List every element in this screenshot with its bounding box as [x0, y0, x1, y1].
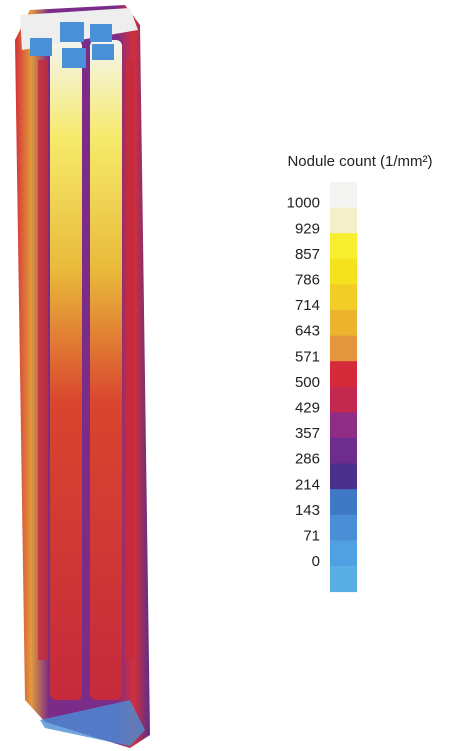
colorbar-label: 1000: [287, 195, 320, 212]
casting-render: [15, 5, 150, 748]
colorbar-segment: [330, 540, 357, 567]
colorbar-segment: [330, 258, 357, 285]
colorbar-label: 643: [295, 323, 320, 340]
colorbar-segment: [330, 438, 357, 465]
colorbar-segment: [330, 489, 357, 516]
casting-tube: [90, 40, 122, 700]
legend-title: Nodule count (1/mm²): [287, 153, 432, 170]
colorbar-segment: [330, 233, 357, 260]
colorbar-label: 500: [295, 374, 320, 391]
colorbar-label: 714: [295, 297, 320, 314]
casting-bottom: [40, 700, 145, 746]
casting-stripe: [126, 60, 134, 660]
casting-block: [90, 24, 112, 42]
colorbar-segment: [330, 514, 357, 541]
colorbar-label: 786: [295, 272, 320, 289]
casting-tube: [50, 40, 82, 700]
colorbar-segment: [330, 566, 357, 593]
colorbar-label: 357: [295, 425, 320, 442]
colorbar-label: 929: [295, 220, 320, 237]
colorbar-label: 143: [295, 502, 320, 519]
colorbar-label: 71: [303, 528, 320, 545]
colorbar-segment: [330, 463, 357, 490]
colorbar-label: 214: [295, 476, 320, 493]
casting-block: [62, 48, 86, 68]
colorbar-label: 429: [295, 400, 320, 417]
colorbar-label: 571: [295, 348, 320, 365]
colorbar-segment: [330, 207, 357, 234]
colorbar-segment: [330, 182, 357, 209]
colorbar-segment: [330, 335, 357, 362]
casting-block: [92, 44, 114, 60]
colorbar-segment: [330, 361, 357, 388]
colorbar-segment: [330, 386, 357, 413]
colorbar-segment: [330, 310, 357, 337]
colorbar-label: 286: [295, 451, 320, 468]
colorbar-segment: [330, 412, 357, 439]
casting-block: [60, 22, 84, 42]
casting-stripe: [38, 60, 48, 660]
colorbar-label: 857: [295, 246, 320, 263]
colorbar-segment: [330, 284, 357, 311]
colorbar: 1000 929 857 786 714 643 571 500 429 357 286 214 143…: [287, 182, 357, 593]
casting-block: [30, 38, 52, 56]
colorbar-label: 0: [312, 553, 320, 570]
